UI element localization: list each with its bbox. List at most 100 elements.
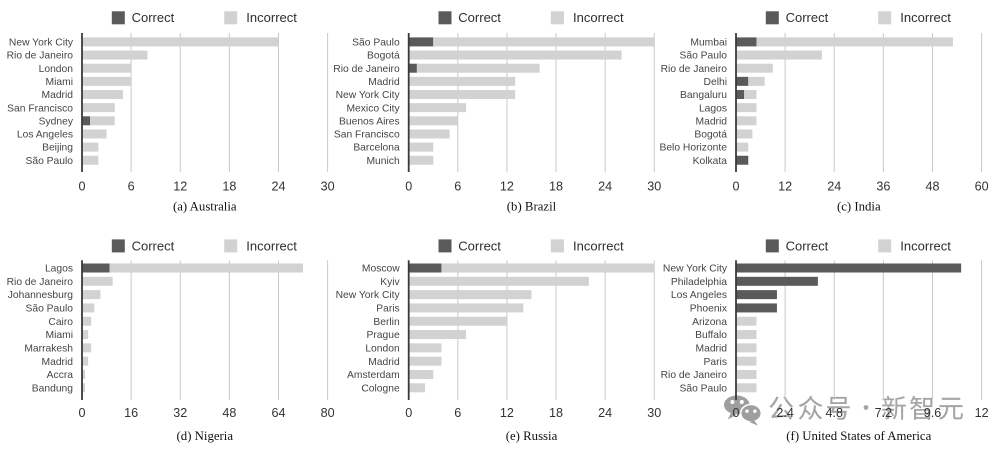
svg-text:Madrid: Madrid (42, 90, 74, 101)
svg-text:Bandung: Bandung (32, 383, 74, 394)
svg-text:Rio de Janeiro: Rio de Janeiro (333, 64, 400, 75)
svg-text:9.6: 9.6 (924, 406, 942, 420)
svg-text:San Francisco: San Francisco (7, 103, 73, 114)
svg-text:Los Angeles: Los Angeles (17, 130, 73, 141)
svg-text:Bogotá: Bogotá (367, 51, 400, 62)
svg-text:Correct: Correct (132, 238, 175, 253)
svg-text:Mumbai: Mumbai (690, 38, 727, 49)
svg-text:16: 16 (124, 406, 138, 420)
svg-text:Johannesburg: Johannesburg (8, 290, 74, 301)
svg-text:Lagos: Lagos (45, 264, 73, 275)
svg-text:Correct: Correct (458, 238, 501, 253)
svg-text:12: 12 (173, 180, 187, 194)
svg-text:30: 30 (647, 406, 661, 420)
svg-text:Madrid: Madrid (368, 77, 400, 88)
svg-text:30: 30 (321, 180, 335, 194)
svg-text:4.8: 4.8 (825, 406, 843, 420)
svg-text:New York City: New York City (336, 90, 401, 101)
svg-text:Barcelona: Barcelona (353, 143, 400, 154)
svg-text:18: 18 (549, 406, 563, 420)
svg-text:Incorrect: Incorrect (246, 10, 297, 25)
svg-text:San Francisco: San Francisco (334, 130, 400, 141)
svg-text:New York City: New York City (9, 38, 74, 49)
svg-text:7.2: 7.2 (875, 406, 893, 420)
svg-text:24: 24 (827, 180, 841, 194)
svg-text:Berlin: Berlin (373, 317, 400, 328)
svg-text:32: 32 (173, 406, 187, 420)
svg-text:Belo Horizonte: Belo Horizonte (659, 143, 727, 154)
svg-text:Accra: Accra (47, 370, 74, 381)
svg-text:New York City: New York City (663, 264, 728, 275)
svg-text:Sydney: Sydney (39, 116, 74, 127)
svg-text:Cologne: Cologne (361, 383, 400, 394)
svg-text:São Paulo: São Paulo (679, 383, 727, 394)
svg-text:São Paulo: São Paulo (679, 51, 727, 62)
svg-text:Madrid: Madrid (42, 357, 74, 368)
svg-text:Incorrect: Incorrect (900, 238, 951, 253)
svg-text:Moscow: Moscow (362, 264, 400, 275)
svg-text:Paris: Paris (704, 357, 727, 368)
svg-text:(d) Nigeria: (d) Nigeria (177, 429, 234, 443)
svg-text:London: London (39, 64, 74, 75)
svg-text:Correct: Correct (458, 10, 501, 25)
svg-text:24: 24 (271, 180, 285, 194)
svg-text:12: 12 (500, 180, 514, 194)
svg-text:18: 18 (549, 180, 563, 194)
svg-text:Paris: Paris (376, 304, 399, 315)
svg-text:Rio de Janeiro: Rio de Janeiro (661, 370, 728, 381)
svg-text:Prague: Prague (366, 330, 399, 341)
svg-text:0: 0 (405, 180, 412, 194)
svg-text:New York City: New York City (336, 290, 401, 301)
svg-text:Lagos: Lagos (699, 103, 727, 114)
svg-text:12: 12 (500, 406, 514, 420)
svg-text:48: 48 (925, 180, 939, 194)
svg-text:64: 64 (271, 406, 285, 420)
svg-text:Madrid: Madrid (368, 357, 400, 368)
svg-text:36: 36 (876, 180, 890, 194)
svg-text:Bangaluru: Bangaluru (680, 90, 727, 101)
svg-text:24: 24 (598, 406, 612, 420)
svg-text:Kolkata: Kolkata (693, 156, 728, 167)
svg-text:Los Angeles: Los Angeles (671, 290, 727, 301)
svg-text:2.4: 2.4 (776, 406, 794, 420)
svg-text:São Paulo: São Paulo (352, 38, 400, 49)
svg-text:Cairo: Cairo (48, 317, 73, 328)
svg-text:Buffalo: Buffalo (695, 330, 727, 341)
svg-text:(f) United States of America: (f) United States of America (786, 429, 931, 443)
svg-text:12: 12 (778, 180, 792, 194)
svg-text:Mexico City: Mexico City (346, 103, 400, 114)
svg-text:Correct: Correct (786, 10, 829, 25)
svg-text:6: 6 (454, 406, 461, 420)
svg-text:Beijing: Beijing (42, 143, 73, 154)
svg-text:Rio de Janeiro: Rio de Janeiro (7, 277, 74, 288)
svg-text:(e) Russia: (e) Russia (506, 429, 558, 443)
svg-text:Buenos Aires: Buenos Aires (339, 116, 400, 127)
svg-text:18: 18 (222, 180, 236, 194)
svg-text:0: 0 (732, 406, 739, 420)
svg-text:Miami: Miami (46, 77, 73, 88)
svg-text:(b) Brazil: (b) Brazil (507, 199, 557, 213)
svg-text:Amsterdam: Amsterdam (347, 370, 400, 381)
svg-text:Incorrect: Incorrect (573, 238, 624, 253)
svg-text:0: 0 (405, 406, 412, 420)
svg-text:London: London (365, 343, 400, 354)
svg-text:São Paulo: São Paulo (25, 156, 73, 167)
svg-text:Philadelphia: Philadelphia (671, 277, 727, 288)
svg-text:80: 80 (321, 406, 335, 420)
svg-text:Madrid: Madrid (696, 343, 728, 354)
svg-text:6: 6 (128, 180, 135, 194)
svg-text:0: 0 (78, 406, 85, 420)
svg-text:Correct: Correct (786, 238, 829, 253)
svg-text:Incorrect: Incorrect (900, 10, 951, 25)
svg-text:Rio de Janeiro: Rio de Janeiro (7, 51, 74, 62)
svg-text:Bogotá: Bogotá (694, 130, 727, 141)
svg-text:Phoenix: Phoenix (690, 304, 728, 315)
svg-text:Miami: Miami (46, 330, 73, 341)
svg-text:12: 12 (975, 406, 989, 420)
svg-text:Incorrect: Incorrect (573, 10, 624, 25)
svg-text:Correct: Correct (132, 10, 175, 25)
svg-text:Arizona: Arizona (692, 317, 727, 328)
svg-text:6: 6 (454, 180, 461, 194)
svg-text:Delhi: Delhi (704, 77, 727, 88)
svg-text:(c) India: (c) India (837, 199, 881, 213)
